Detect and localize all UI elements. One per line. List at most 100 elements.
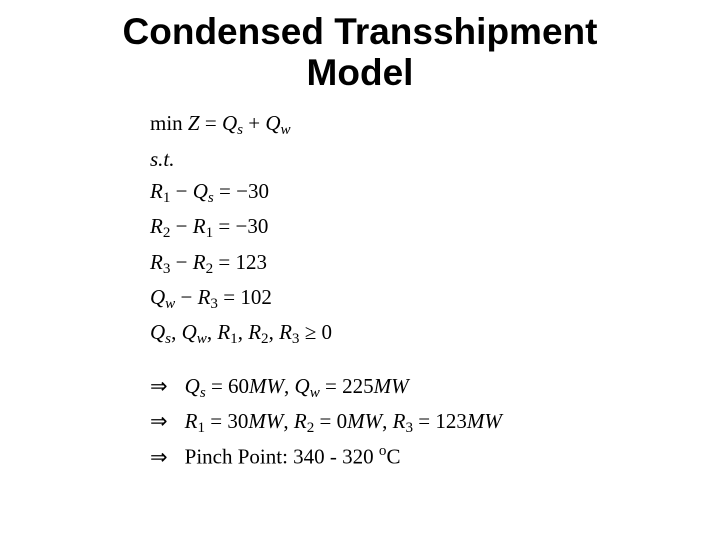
slide-title: Condensed Transshipment Model (40, 12, 680, 93)
sub-2: 2 (307, 420, 315, 436)
r-letter: R (279, 320, 292, 344)
neg-sign: − (235, 214, 247, 238)
var-R1: R1 (193, 214, 213, 238)
deg-c: C (386, 445, 400, 469)
implies-icon: ⇒ (150, 405, 179, 438)
sub-1: 1 (163, 190, 171, 206)
var-Qw: Qw (182, 320, 207, 344)
var-Qs: Qs (193, 179, 214, 203)
eq-sign: = (205, 111, 217, 135)
eq-constraint-2: R2 − R1 = −30 (150, 210, 680, 245)
spacer (150, 351, 680, 370)
ge-zero: ≥ 0 (305, 320, 332, 344)
neg-sign: − (236, 179, 248, 203)
eq-sign: = (418, 409, 430, 433)
sub-3: 3 (210, 296, 218, 312)
sub-s: s (200, 385, 206, 401)
var-R2: R2 (294, 409, 314, 433)
eq-sign: = (223, 285, 235, 309)
rhs-4: 102 (240, 285, 272, 309)
q-letter: Q (182, 320, 197, 344)
var-R1: R1 (185, 409, 205, 433)
rhs-1: 30 (248, 179, 269, 203)
var-Qs: Qs (222, 111, 243, 135)
comma: , (171, 320, 176, 344)
slide: Condensed Transshipment Model min Z = Qs… (0, 0, 720, 540)
sub-s: s (237, 122, 243, 138)
eq-sign: = (218, 250, 230, 274)
sub-2: 2 (206, 260, 214, 276)
sub-s: s (208, 190, 214, 206)
st-label: s.t. (150, 147, 175, 171)
eq-constraint-3: R3 − R2 = 123 (150, 246, 680, 281)
eq-sign: = (210, 409, 222, 433)
eq-result-3: ⇒ Pinch Point: 340 - 320 oC (150, 440, 680, 473)
r-letter: R (198, 285, 211, 309)
title-line-2: Model (307, 52, 414, 93)
eq-sign: = (219, 179, 231, 203)
var-R2: R2 (248, 320, 268, 344)
q-letter: Q (150, 285, 165, 309)
plus-sign: + (248, 111, 260, 135)
r1-value: 30 (227, 409, 248, 433)
var-R3: R3 (279, 320, 299, 344)
comma: , (382, 409, 387, 433)
sub-w: w (165, 296, 175, 312)
q-letter: Q (150, 320, 165, 344)
var-R1: R1 (150, 179, 170, 203)
qw-value: 225 (342, 374, 374, 398)
title-line-1: Condensed Transshipment (123, 11, 598, 52)
pinch-text: Pinch Point: 340 - 320 (185, 445, 374, 469)
var-R2: R2 (150, 214, 170, 238)
q-letter: Q (265, 111, 280, 135)
sub-w: w (310, 385, 320, 401)
r-letter: R (193, 214, 206, 238)
minus-sign: − (176, 250, 188, 274)
r2-value: 0 (337, 409, 348, 433)
eq-sign: = (218, 214, 230, 238)
var-Qw: Qw (150, 285, 175, 309)
comma: , (207, 320, 212, 344)
eq-result-1: ⇒ Qs = 60MW, Qw = 225MW (150, 370, 680, 405)
comma: , (269, 320, 274, 344)
var-Qs: Qs (185, 374, 206, 398)
sub-1: 1 (206, 225, 214, 241)
comma: , (238, 320, 243, 344)
var-R1: R1 (217, 320, 237, 344)
comma: , (283, 409, 288, 433)
eq-subject-to: s.t. (150, 143, 680, 176)
var-R2: R2 (193, 250, 213, 274)
rhs-3: 123 (235, 250, 267, 274)
unit-mw: MW (248, 409, 283, 433)
eq-sign: = (211, 374, 223, 398)
r-letter: R (150, 179, 163, 203)
sub-3: 3 (292, 331, 300, 347)
r-letter: R (393, 409, 406, 433)
var-Qs: Qs (150, 320, 171, 344)
sub-2: 2 (261, 331, 269, 347)
q-letter: Q (185, 374, 200, 398)
eq-result-2: ⇒ R1 = 30MW, R2 = 0MW, R3 = 123MW (150, 405, 680, 440)
qs-value: 60 (228, 374, 249, 398)
sub-3: 3 (405, 420, 413, 436)
equation-block: min Z = Qs + Qw s.t. R1 − Qs = −30 R2 − … (150, 107, 680, 473)
r3-value: 123 (435, 409, 467, 433)
var-Z: Z (188, 111, 200, 135)
var-R3: R3 (393, 409, 413, 433)
q-letter: Q (193, 179, 208, 203)
sub-1: 1 (230, 331, 238, 347)
minus-sign: − (176, 179, 188, 203)
sub-3: 3 (163, 260, 171, 276)
r-letter: R (150, 250, 163, 274)
unit-mw: MW (467, 409, 502, 433)
r-letter: R (217, 320, 230, 344)
implies-icon: ⇒ (150, 441, 179, 474)
rhs-2: 30 (247, 214, 268, 238)
sub-1: 1 (197, 420, 205, 436)
eq-sign: = (320, 409, 332, 433)
r-letter: R (294, 409, 307, 433)
r-letter: R (193, 250, 206, 274)
unit-mw: MW (347, 409, 382, 433)
sub-2: 2 (163, 225, 171, 241)
sub-w: w (281, 122, 291, 138)
